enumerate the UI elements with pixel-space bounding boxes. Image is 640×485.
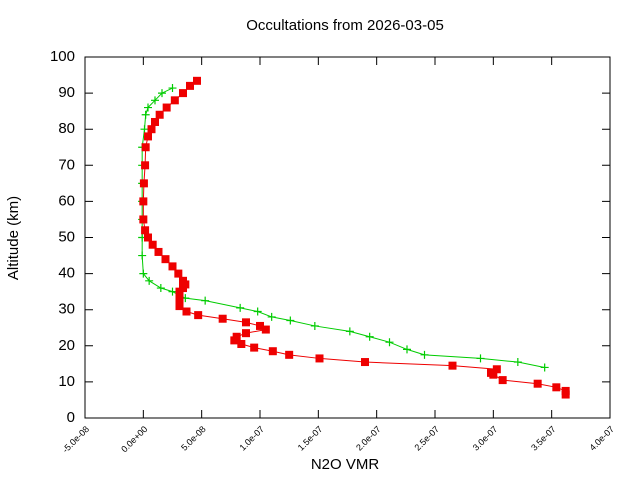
point [148, 240, 157, 249]
y-tick-label: 40 [58, 265, 75, 282]
point [174, 269, 183, 278]
y-tick-label: 70 [58, 156, 75, 173]
point [147, 125, 156, 134]
point [175, 302, 184, 311]
point [139, 179, 148, 188]
x-tick-label: 4.0e-07 [587, 424, 616, 453]
chart-title: Occultations from 2026-03-05 [246, 17, 444, 34]
point [186, 81, 194, 90]
point [193, 76, 201, 85]
series-line [141, 87, 545, 368]
point [168, 84, 177, 93]
point [561, 390, 570, 399]
y-tick-label: 10 [58, 373, 75, 390]
point [144, 132, 152, 141]
y-tick-label: 30 [58, 301, 75, 318]
point [182, 307, 191, 316]
point [242, 318, 250, 327]
point [448, 361, 457, 370]
point [385, 338, 394, 347]
point [513, 358, 522, 367]
point [139, 215, 148, 224]
point [175, 287, 184, 296]
x-tick-label: 1.5e-07 [296, 424, 325, 453]
x-tick-label: 2.0e-07 [354, 424, 383, 453]
y-tick-label: 50 [58, 228, 75, 245]
point [175, 294, 184, 303]
x-tick-label: 1.0e-07 [237, 424, 266, 453]
point [138, 251, 147, 260]
y-tick-label: 0 [67, 409, 75, 426]
point [151, 96, 159, 105]
point [315, 354, 324, 363]
point [141, 161, 150, 170]
point [154, 247, 163, 256]
point [345, 327, 354, 336]
point [253, 307, 262, 316]
point [156, 284, 165, 293]
point [552, 383, 561, 392]
x-tick-label: 2.5e-07 [412, 424, 441, 453]
point [144, 233, 152, 242]
point [170, 96, 179, 105]
point [139, 197, 148, 206]
point [242, 329, 250, 338]
point [179, 89, 187, 98]
x-tick-label: 5.0e-08 [179, 424, 208, 453]
y-tick-label: 20 [58, 337, 75, 354]
point [489, 370, 498, 379]
y-tick-label: 90 [58, 84, 75, 101]
point [285, 350, 294, 359]
point [267, 312, 276, 321]
point [236, 303, 245, 312]
series-line [142, 80, 567, 395]
y-tick-label: 80 [58, 120, 75, 137]
point [498, 376, 507, 385]
point [420, 350, 429, 359]
point [250, 343, 259, 352]
y-tick-label: 100 [50, 48, 75, 65]
y-tick-label: 60 [58, 192, 75, 209]
point [310, 321, 319, 330]
point [286, 316, 295, 325]
point [492, 365, 501, 374]
x-tick-label: 3.0e-07 [471, 424, 500, 453]
x-axis-label: N2O VMR [311, 456, 380, 473]
point [261, 325, 270, 334]
point [201, 296, 210, 305]
point [168, 287, 177, 296]
point [141, 110, 150, 119]
point [145, 276, 154, 285]
point [194, 311, 203, 320]
point [158, 89, 166, 98]
point [365, 332, 374, 341]
point [230, 336, 239, 345]
x-tick-label: 0.0e+00 [119, 424, 149, 454]
point [540, 363, 549, 372]
point [144, 103, 152, 112]
point [161, 255, 170, 264]
point [476, 354, 485, 363]
point [151, 117, 159, 126]
point [361, 358, 369, 367]
point [162, 103, 171, 112]
point [268, 347, 277, 356]
point [141, 143, 150, 152]
point [139, 269, 148, 278]
point [533, 379, 542, 388]
point [140, 125, 149, 134]
point [403, 345, 411, 354]
y-axis-label: Altitude (km) [5, 196, 22, 280]
point [256, 321, 264, 330]
point [155, 110, 164, 119]
point [237, 339, 246, 348]
point [141, 226, 150, 235]
x-tick-label: -5.0e-08 [60, 424, 91, 455]
point [218, 314, 227, 323]
x-tick-label: 3.5e-07 [529, 424, 558, 453]
point [168, 262, 177, 271]
